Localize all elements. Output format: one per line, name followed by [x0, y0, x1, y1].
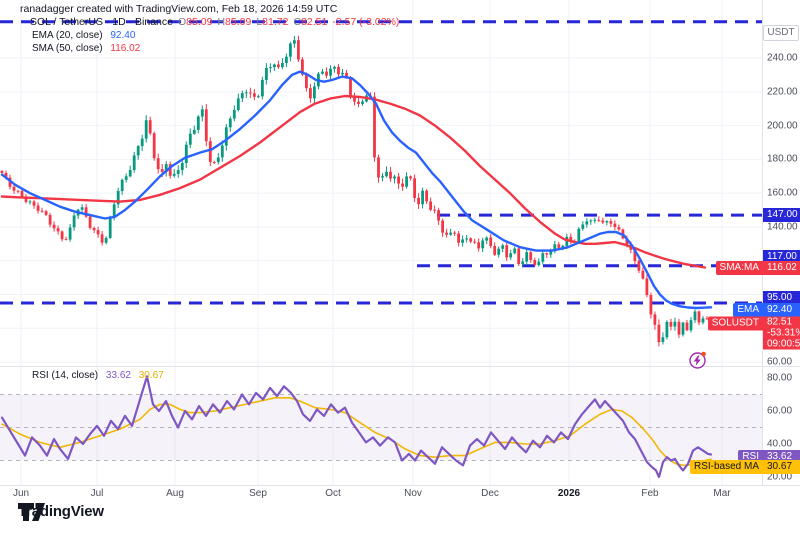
ohlc-value: 82.51 — [301, 16, 328, 28]
rsi-ma-value-chip: RSI-based MA 30.67 — [689, 460, 800, 474]
time-label-Mar: Mar — [713, 488, 731, 499]
time-axis-border — [0, 485, 800, 486]
chart-canvas[interactable] — [0, 0, 762, 486]
price-tick-180.00: 180.00 — [767, 153, 798, 165]
change-value: -2.57 (-3.02%) — [332, 16, 400, 28]
rsi-tick-80.00: 80.00 — [767, 372, 793, 384]
sma-value-label: SMA:MA — [715, 261, 763, 275]
ohlc-key: O — [177, 16, 187, 28]
rsi-legend-value: 33.62 — [105, 370, 131, 381]
currency-label: USDT — [763, 25, 799, 41]
price-tick-240.00: 240.00 — [767, 52, 798, 64]
last-price-label: SOLUSDT — [707, 316, 763, 331]
ema-value-chip: EMA 92.40 — [733, 303, 800, 317]
symbol-title[interactable]: SOL / TetherUS · 1D · Binance — [30, 16, 173, 28]
price-axis-border — [762, 0, 763, 486]
ema-legend[interactable]: EMA (20, close) 92.40 — [32, 30, 135, 41]
ema-legend-label: EMA (20, close) — [32, 30, 103, 41]
price-tick-160.00: 160.00 — [767, 187, 798, 199]
time-label-Sep: Sep — [249, 488, 267, 499]
ohlc-key: L — [256, 16, 263, 28]
event-marker-lightning-icon[interactable] — [688, 350, 708, 370]
time-label-Dec: Dec — [481, 488, 499, 499]
price-tick-220.00: 220.00 — [767, 86, 798, 98]
tradingview-logo[interactable]: TradingView — [18, 503, 104, 521]
rsi-tick-20.00: 20.00 — [767, 471, 793, 483]
rsi-ma-legend-value: 30.67 — [138, 370, 164, 381]
ohlc-value: 81.72 — [262, 16, 289, 28]
ohlc-values: O85.09 H85.09 L81.72 C82.51 — [173, 16, 327, 28]
rsi-legend[interactable]: RSI (14, close) 33.62 30.67 — [32, 370, 164, 381]
ema-value-label: EMA — [733, 303, 763, 317]
ohlc-value: 85.09 — [186, 16, 213, 28]
price-tick-200.00: 200.00 — [767, 120, 798, 132]
rsi-tick-40.00: 40.00 — [767, 438, 793, 450]
level-147-chip: 147.00 — [763, 208, 800, 222]
time-label-Oct: Oct — [325, 488, 341, 499]
sma-value-chip: SMA:MA 116.02 — [715, 261, 800, 275]
time-label-Feb: Feb — [641, 488, 659, 499]
rsi-ma-value-label: RSI-based MA — [689, 460, 763, 474]
rsi-tick-60.00: 60.00 — [767, 405, 793, 417]
price-tick-60.00: 60.00 — [767, 356, 793, 368]
credit-line: ranadagger created with TradingView.com,… — [20, 3, 338, 15]
level-117-chip: 117.00 — [763, 250, 800, 264]
time-label-Aug: Aug — [166, 488, 184, 499]
ohlc-key: C — [293, 16, 302, 28]
price-tick-140.00: 140.00 — [767, 221, 798, 233]
time-label-Jul: Jul — [90, 488, 104, 499]
sma-legend-label: SMA (50, close) — [32, 43, 103, 54]
ema-legend-value: 92.40 — [110, 30, 136, 41]
level-95-chip: 95.00 — [763, 291, 800, 305]
time-label-Jun: Jun — [12, 488, 30, 499]
time-label-Nov: Nov — [404, 488, 422, 499]
time-label-2026: 2026 — [557, 488, 581, 499]
sma-legend[interactable]: SMA (50, close) 116.02 — [32, 43, 140, 54]
sma-legend-value: 116.02 — [110, 43, 141, 54]
ohlc-key: H — [217, 16, 226, 28]
ohlc-value: 85.09 — [225, 16, 252, 28]
tradingview-logo-icon — [18, 503, 45, 521]
rsi-legend-label: RSI (14, close) — [32, 370, 99, 381]
symbol-line[interactable]: SOL / TetherUS · 1D · Binance O85.09 H85.0… — [30, 16, 399, 28]
panel-divider[interactable] — [0, 366, 800, 367]
